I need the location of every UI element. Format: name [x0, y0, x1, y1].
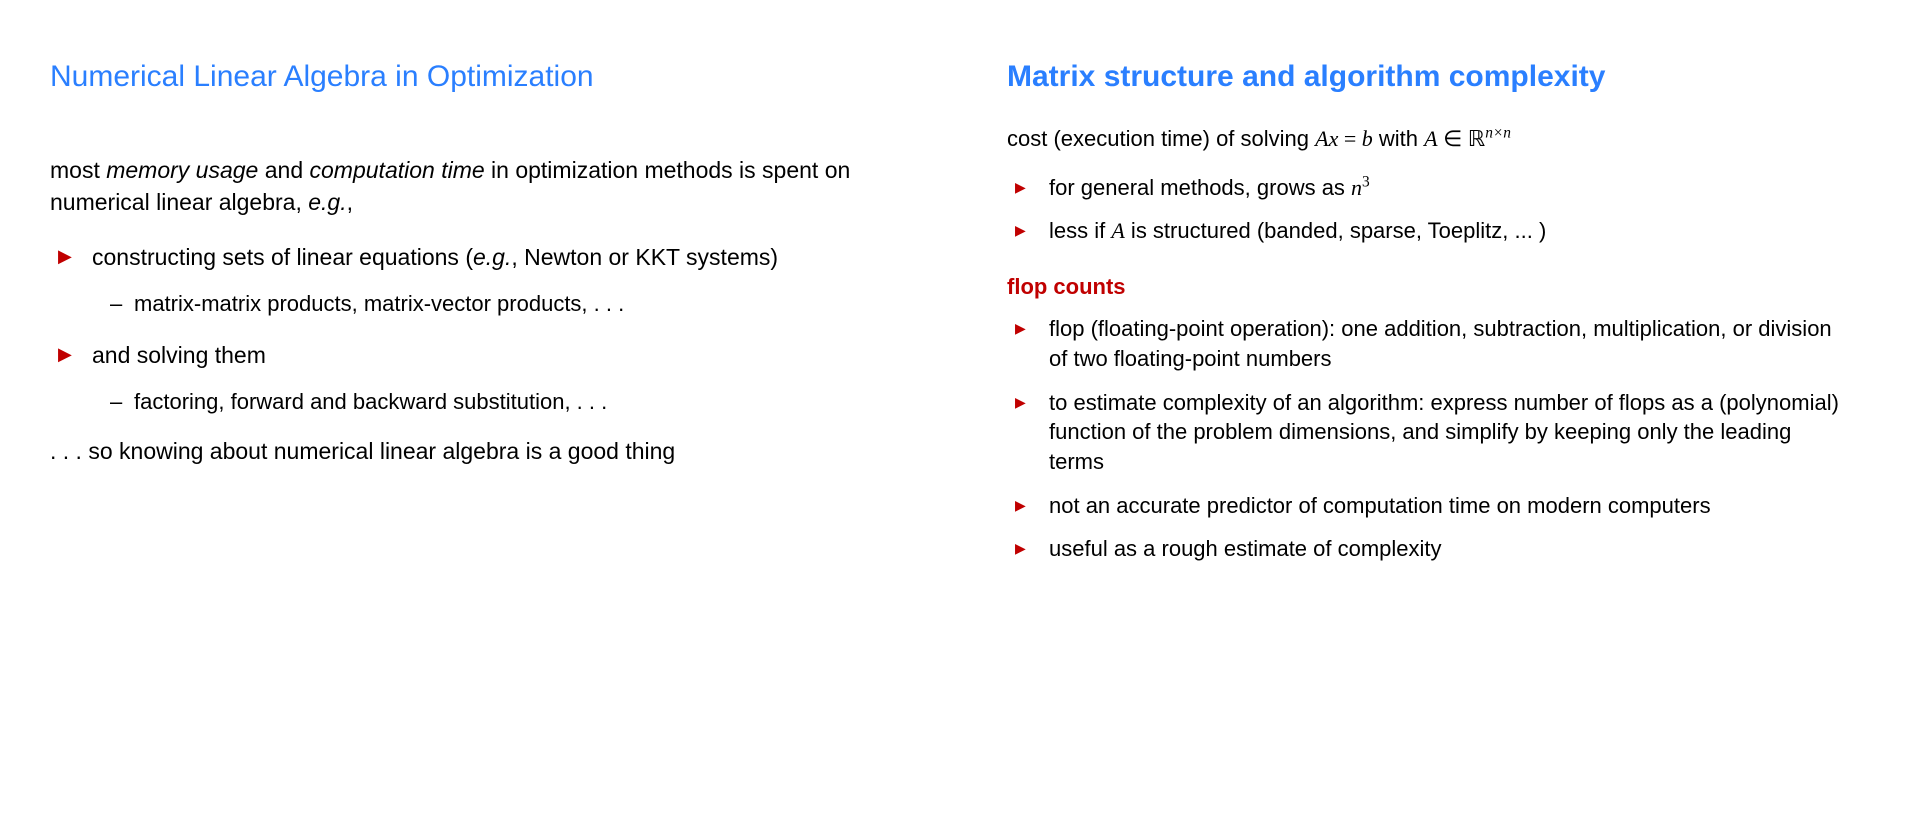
r-intro-b: b	[1362, 126, 1373, 151]
r-intro-sup: n×n	[1485, 125, 1511, 142]
intro-em1: memory usage	[106, 157, 258, 183]
bullet-item: to estimate complexity of an algorithm: …	[1015, 388, 1844, 477]
left-slide: Numerical Linear Algebra in Optimization…	[0, 0, 957, 820]
b2-text: and solving them	[92, 342, 266, 368]
bullet-item: for general methods, grows as n3	[1015, 173, 1844, 203]
bullet-item: constructing sets of linear equations (e…	[58, 242, 897, 320]
r-intro-eq: =	[1338, 126, 1361, 151]
subhead-flop-counts: flop counts	[1007, 274, 1844, 300]
intro-text-left: most memory usage and computation time i…	[50, 154, 897, 218]
r-intro-pre: cost (execution time) of solving	[1007, 126, 1315, 151]
r-b1-pre: for general methods, grows as	[1049, 175, 1351, 200]
b1-eg: e.g.	[473, 244, 511, 270]
intro-em2: computation time	[310, 157, 485, 183]
r-b2-A: A	[1111, 218, 1124, 243]
r-intro-in: ∈	[1438, 126, 1468, 151]
bullet-list-right-2: flop (floating-point operation): one add…	[1015, 314, 1844, 564]
bullet-item: not an accurate predictor of computation…	[1015, 491, 1844, 521]
b1-post: , Newton or KKT systems)	[511, 244, 778, 270]
footnote-left: . . . so knowing about numerical linear …	[50, 438, 897, 465]
sub-list: factoring, forward and backward substitu…	[110, 387, 897, 418]
bullet-item: less if A is structured (banded, sparse,…	[1015, 216, 1844, 246]
bullet-item: and solving them factoring, forward and …	[58, 340, 897, 418]
bullet-item: flop (floating-point operation): one add…	[1015, 314, 1844, 373]
bullet-list-left: constructing sets of linear equations (e…	[58, 242, 897, 418]
r-intro-with: with	[1373, 126, 1424, 151]
r-intro-A: A	[1424, 126, 1437, 151]
sub-list: matrix-matrix products, matrix-vector pr…	[110, 289, 897, 320]
r-intro-ax: Ax	[1315, 126, 1338, 151]
intro-eg: e.g.	[308, 189, 346, 215]
slide-title-left: Numerical Linear Algebra in Optimization	[50, 60, 897, 94]
b1-pre: constructing sets of linear equations (	[92, 244, 473, 270]
bullet-item: useful as a rough estimate of complexity	[1015, 534, 1844, 564]
sub-item: matrix-matrix products, matrix-vector pr…	[110, 289, 897, 320]
r-b2-pre: less if	[1049, 218, 1111, 243]
bullet-list-right-1: for general methods, grows as n3 less if…	[1015, 173, 1844, 246]
intro-pre: most	[50, 157, 106, 183]
r-intro-R: ℝ	[1468, 126, 1485, 151]
intro-mid: and	[258, 157, 309, 183]
r-b1-n: n	[1351, 175, 1362, 200]
r-b1-exp: 3	[1362, 173, 1370, 190]
sub-item: factoring, forward and backward substitu…	[110, 387, 897, 418]
r-b2-post: is structured (banded, sparse, Toeplitz,…	[1125, 218, 1546, 243]
right-slide: Matrix structure and algorithm complexit…	[957, 0, 1914, 820]
slide-title-right: Matrix structure and algorithm complexit…	[1007, 60, 1844, 94]
intro-comma: ,	[347, 189, 353, 215]
intro-text-right: cost (execution time) of solving Ax = b …	[1007, 124, 1844, 155]
